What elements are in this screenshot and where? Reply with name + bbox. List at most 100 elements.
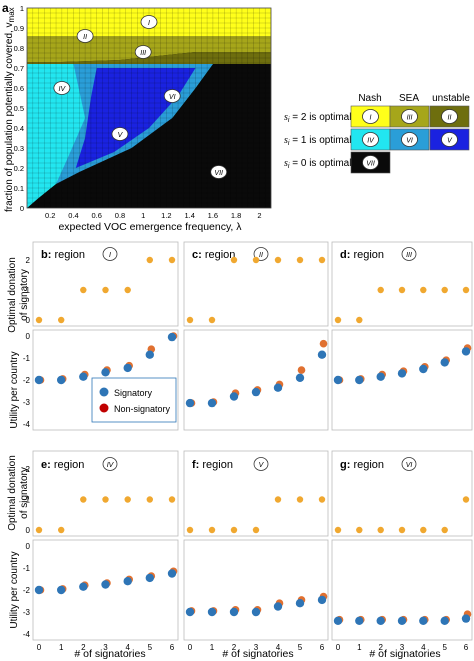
- donation-point: [80, 496, 87, 503]
- legend-header-nash: Nash: [358, 93, 381, 104]
- panel-a-ytick-label: 0: [20, 204, 24, 213]
- signatory-point: [57, 375, 66, 385]
- xtick-label: 0: [37, 643, 42, 652]
- panel-title-numeral: II: [259, 252, 263, 259]
- signatory-point: [376, 372, 385, 381]
- signatory-point: [123, 577, 132, 586]
- panel-title-numeral: VI: [406, 462, 413, 469]
- utility-ytick-label: -1: [23, 564, 31, 573]
- utility-frame: [32, 539, 179, 641]
- region-marker-circle: [111, 127, 129, 141]
- panel-a-xtick-label: 0.4: [68, 211, 78, 220]
- panel-title-marker: [102, 457, 118, 471]
- region-marker-circle: [210, 165, 228, 179]
- utility-ytick-label: 0: [26, 542, 31, 551]
- region-s2-unstable: [27, 52, 271, 64]
- signatory-point: [273, 383, 283, 392]
- xtick-label: 4: [421, 643, 426, 652]
- utility-ytick-label: -4: [23, 630, 31, 639]
- panel-a-ytick-label: 0.9: [14, 24, 24, 33]
- region-marker-label: VII: [214, 170, 223, 177]
- legend-cell-label: V: [447, 138, 453, 145]
- legend-signatory-label: Signatory: [114, 388, 153, 398]
- legend-cell-label: III: [407, 115, 413, 122]
- legend-cell-marker: [362, 132, 379, 147]
- utility-ytick-label: -1: [23, 354, 31, 363]
- bottom-ylabel-row2: Utility per country: [9, 551, 20, 628]
- xtick-label: 3: [400, 643, 405, 652]
- panel-a-yticks: 0 0.1 0.2 0.3 0.4 0.5 0.6 0.7 0.8 0.9 1: [14, 4, 24, 213]
- top-ylabel-row2-line2: of signatory: [19, 467, 30, 519]
- signatory-point: [397, 369, 407, 378]
- donation-point: [186, 526, 194, 534]
- donation-ytick-label: 1: [26, 496, 31, 505]
- panel-title-numeral: IV: [107, 462, 115, 469]
- donation-point: [334, 316, 342, 324]
- legend-header-unstable: unstable: [432, 93, 470, 104]
- panel-a-xlabel: expected VOC emergence frequency, λ: [58, 221, 242, 233]
- panel-a-xtick-label: 1.6: [208, 211, 218, 220]
- signatory-point: [145, 573, 154, 583]
- xtick-label: 1: [210, 643, 215, 652]
- signatory-point: [229, 392, 239, 401]
- signatory-point: [145, 350, 154, 359]
- signatory-point: [229, 607, 239, 617]
- signatory-point: [461, 614, 471, 623]
- signatory-point: [317, 350, 327, 359]
- donation-point: [441, 526, 448, 534]
- legend-cell-marker: [441, 109, 458, 124]
- legend-header-sea: SEA: [399, 93, 419, 104]
- legend-row-label: si = 0 is optimal: [284, 158, 351, 170]
- xtick-label: 2: [81, 643, 86, 652]
- xtick-label: 1: [357, 643, 362, 652]
- donation-point: [208, 526, 216, 534]
- legend-box: [91, 377, 177, 423]
- signatory-point: [355, 616, 364, 625]
- signatory-point: [101, 368, 110, 377]
- donation-ytick-label: 0: [26, 526, 31, 535]
- panel-a-xtick-label: 1.4: [184, 211, 194, 220]
- donation-point: [377, 526, 384, 534]
- panel-c: c: region II: [183, 241, 329, 431]
- panel-a-xtick-label: 0.8: [115, 211, 125, 220]
- donation-point: [102, 286, 109, 294]
- signatory-point: [440, 616, 449, 625]
- panel-title: f: region: [192, 459, 233, 471]
- donation-point: [252, 256, 260, 264]
- panel-d: d: region III: [331, 241, 473, 431]
- donation-point: [441, 286, 448, 294]
- donation-point: [420, 526, 427, 534]
- signatory-point: [251, 607, 261, 617]
- legend-cell-marker: [362, 109, 379, 124]
- signatory-point: [355, 375, 364, 385]
- donation-point: [252, 526, 260, 534]
- panel-a-xtick-label: 1: [141, 211, 145, 220]
- panel-a-xtick-label: 0.2: [45, 211, 55, 220]
- legend-cell-label: II: [448, 115, 452, 122]
- signatory-point: [101, 580, 110, 589]
- utility-ytick-label: -4: [23, 420, 31, 429]
- donation-point: [398, 526, 406, 534]
- utility-frame: [183, 539, 329, 641]
- donation-point: [124, 496, 131, 503]
- panel-a-ytick-label: 0.5: [14, 104, 24, 113]
- signatory-point: [207, 398, 217, 408]
- region-marker-label: II: [83, 34, 87, 41]
- panel-title: e: region: [41, 459, 84, 471]
- donation-point: [58, 526, 65, 534]
- region-legend: Nash SEA unstable si = 2 is optimal I III I…: [284, 93, 470, 174]
- legend-cell-label: IV: [367, 138, 375, 145]
- region-marker-label: III: [140, 50, 146, 57]
- signatory-point: [295, 599, 305, 608]
- nonsignatory-point: [297, 366, 306, 374]
- donation-point: [168, 496, 176, 503]
- donation-point: [462, 496, 470, 503]
- legend-cell-label: VII: [366, 161, 375, 168]
- signatory-point: [79, 372, 88, 381]
- xlabel-col3: # of signatories: [369, 648, 440, 660]
- panel-a-xticks: 0.2 0.4 0.6 0.8 1 1.2 1.4 1.6 1.8 2: [45, 211, 262, 220]
- legend-signatory-marker: [99, 387, 109, 397]
- donation-point: [208, 316, 216, 324]
- utility-ytick-label: -3: [23, 608, 31, 617]
